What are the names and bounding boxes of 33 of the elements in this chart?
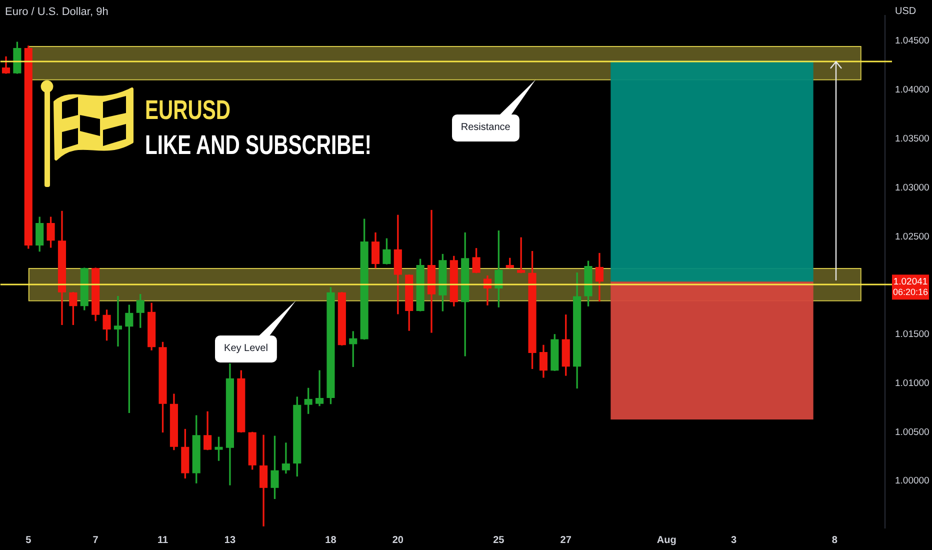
x-tick-label: Aug <box>656 534 676 546</box>
y-axis-title: USD <box>895 6 916 17</box>
y-tick-label: 1.01000 <box>895 378 930 389</box>
x-tick-label: 5 <box>26 534 32 546</box>
annotation: Resistance <box>460 122 510 134</box>
x-tick-label: 3 <box>731 534 738 546</box>
y-tick-label: 1.03500 <box>895 134 930 145</box>
y-tick-label: 1.03000 <box>895 182 930 194</box>
y-tick-label: 1.04000 <box>895 84 930 96</box>
annotation: EURUSD <box>145 94 231 124</box>
text: 1.02041 <box>893 276 928 288</box>
x-tick-label: 25 <box>493 534 505 546</box>
y-tick-label: 1.02500 <box>895 231 930 242</box>
candlestick <box>316 370 324 406</box>
x-tick-label: 18 <box>325 534 337 546</box>
x-tick-label: 8 <box>832 534 838 546</box>
y-tick-label: 1.01500 <box>895 329 930 340</box>
y-tick-label: 1.00000 <box>895 476 930 487</box>
x-tick-label: 20 <box>392 534 404 546</box>
annotation: LIKE AND SUBSCRIBE! <box>145 130 372 160</box>
x-tick-label: 13 <box>224 534 236 546</box>
annotation: Key Level <box>224 343 268 356</box>
candlestick <box>282 442 290 474</box>
candlestick <box>114 296 122 346</box>
x-tick-label: 7 <box>92 534 99 546</box>
chart-title: Euro / U.S. Dollar, 9h <box>5 6 108 18</box>
y-tick-label: 1.00500 <box>895 426 930 438</box>
text: 06:20:16 <box>892 287 928 298</box>
x-tick-label: 27 <box>560 534 572 546</box>
y-tick-label: 1.04500 <box>895 36 930 47</box>
candlestick <box>260 434 268 526</box>
candlestick <box>427 210 436 333</box>
x-tick-label: 11 <box>157 534 168 546</box>
